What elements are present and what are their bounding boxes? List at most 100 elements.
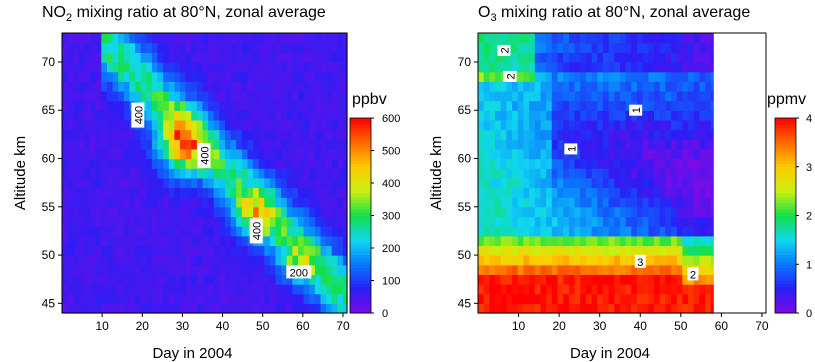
heatmap-cell	[197, 178, 203, 188]
contour-label: 400	[250, 218, 264, 243]
heatmap-cell	[535, 274, 541, 284]
heatmap-cell	[694, 110, 700, 120]
heatmap-cell	[626, 226, 632, 236]
heatmap-cell	[309, 178, 315, 188]
heatmap-cell	[242, 178, 248, 188]
heatmap-cell	[264, 110, 270, 120]
heatmap-cell	[541, 168, 547, 178]
heatmap-cell	[231, 245, 237, 255]
heatmap-cell	[135, 226, 141, 236]
heatmap-cell	[614, 139, 620, 149]
heatmap-cell	[682, 33, 688, 43]
heatmap-cell	[677, 255, 683, 265]
heatmap-cell	[107, 139, 113, 149]
heatmap-cell	[113, 43, 119, 53]
heatmap-cell	[304, 284, 310, 294]
heatmap-cell	[700, 226, 706, 236]
heatmap-cell	[569, 294, 575, 304]
heatmap-cell	[225, 207, 231, 217]
colorbar-segment	[775, 284, 796, 288]
heatmap-cell	[270, 255, 276, 265]
heatmap-cell	[276, 245, 282, 255]
heatmap-cell	[96, 236, 102, 246]
heatmap-cell	[107, 33, 113, 43]
heatmap-cell	[671, 139, 677, 149]
heatmap-cell	[276, 207, 282, 217]
heatmap-cell	[219, 255, 225, 265]
heatmap-cell	[677, 81, 683, 91]
colorbar-tick-label: 400	[382, 178, 400, 190]
heatmap-cell	[208, 110, 214, 120]
heatmap-cell	[484, 120, 490, 130]
colorbar-segment	[775, 248, 796, 252]
heatmap-cell	[558, 110, 564, 120]
heatmap-cell	[253, 284, 259, 294]
heatmap-cell	[270, 303, 276, 313]
heatmap-cell	[191, 236, 197, 246]
heatmap-cell	[495, 303, 501, 313]
heatmap-cell	[558, 130, 564, 140]
heatmap-cell	[101, 216, 107, 226]
heatmap-cell	[688, 245, 694, 255]
heatmap-cell	[107, 81, 113, 91]
heatmap-cell	[242, 139, 248, 149]
heatmap-cell	[495, 197, 501, 207]
heatmap-cell	[309, 303, 315, 313]
heatmap-cell	[332, 81, 338, 91]
heatmap-cell	[107, 255, 113, 265]
heatmap-cell	[694, 149, 700, 159]
heatmap-cell	[586, 110, 592, 120]
heatmap-cell	[169, 255, 175, 265]
heatmap-cell	[546, 245, 552, 255]
heatmap-cell	[660, 197, 666, 207]
heatmap-cell	[118, 130, 124, 140]
heatmap-cell	[68, 159, 74, 169]
heatmap-cell	[124, 274, 130, 284]
heatmap-cell	[118, 72, 124, 82]
heatmap-cell	[248, 43, 254, 53]
heatmap-cell	[660, 72, 666, 82]
heatmap-cell	[671, 226, 677, 236]
heatmap-cell	[484, 62, 490, 72]
heatmap-cell	[107, 226, 113, 236]
heatmap-cell	[141, 159, 147, 169]
heatmap-cell	[586, 91, 592, 101]
heatmap-cell	[580, 207, 586, 217]
heatmap-cell	[208, 245, 214, 255]
heatmap-cell	[236, 43, 242, 53]
heatmap-cell	[225, 178, 231, 188]
heatmap-cell	[85, 91, 91, 101]
heatmap-cell	[85, 52, 91, 62]
heatmap-cell	[281, 303, 287, 313]
colorbar-segment	[350, 287, 371, 291]
heatmap-cell	[264, 130, 270, 140]
heatmap-cell	[597, 188, 603, 198]
heatmap-cell	[620, 245, 626, 255]
heatmap-cell	[90, 294, 96, 304]
colorbar-segment	[775, 190, 796, 194]
heatmap-cell	[711, 91, 714, 101]
heatmap-cell	[203, 207, 209, 217]
heatmap-cell	[62, 188, 68, 198]
heatmap-cell	[648, 303, 654, 313]
heatmap-cell	[73, 159, 79, 169]
heatmap-cell	[688, 72, 694, 82]
heatmap-cell	[541, 130, 547, 140]
heatmap-cell	[73, 81, 79, 91]
heatmap-cell	[546, 149, 552, 159]
heatmap-cell	[276, 197, 282, 207]
heatmap-cell	[259, 284, 265, 294]
heatmap-cell	[287, 245, 293, 255]
heatmap-cell	[101, 139, 107, 149]
contour-label-text: 1	[631, 107, 643, 113]
heatmap-cell	[620, 139, 626, 149]
heatmap-cell	[643, 226, 649, 236]
heatmap-cell	[158, 91, 164, 101]
heatmap-cell	[101, 43, 107, 53]
heatmap-cell	[518, 110, 524, 120]
heatmap-cell	[85, 188, 91, 198]
heatmap-cell	[609, 72, 615, 82]
heatmap-cell	[276, 110, 282, 120]
heatmap-cell	[665, 188, 671, 198]
heatmap-cell	[569, 255, 575, 265]
